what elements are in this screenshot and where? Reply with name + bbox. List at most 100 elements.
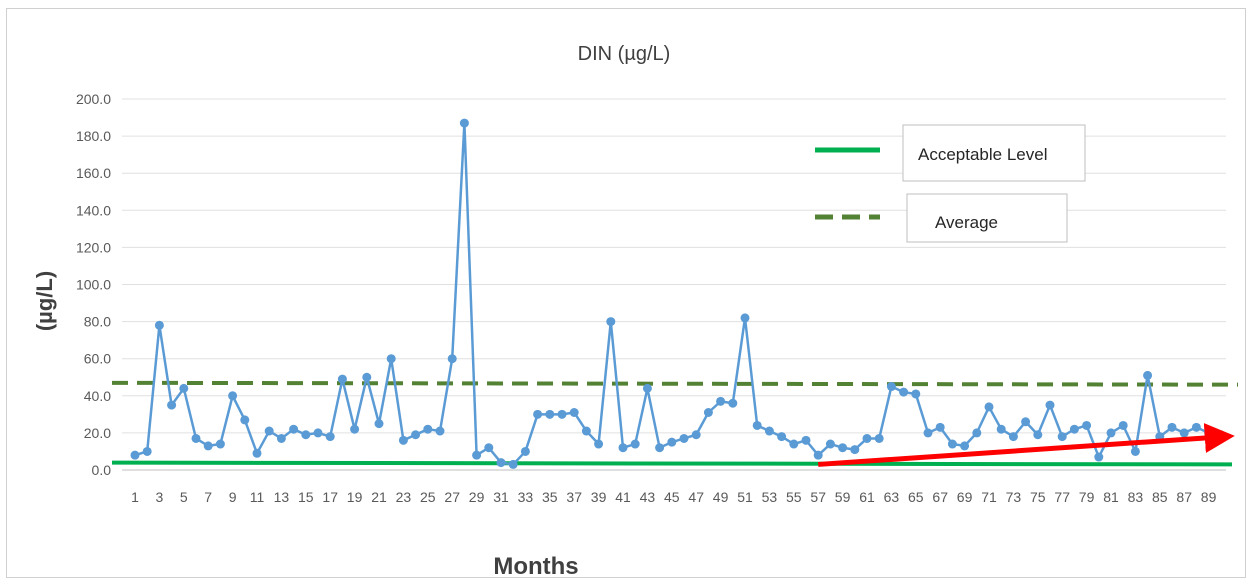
data-point <box>679 433 689 443</box>
x-tick-label: 67 <box>932 489 948 505</box>
x-tick-label: 11 <box>250 489 265 505</box>
data-point <box>886 382 896 392</box>
y-tick-label: 200.0 <box>76 91 111 107</box>
y-tick-label: 100.0 <box>76 277 111 293</box>
y-tick-label: 20.0 <box>84 425 111 441</box>
data-point <box>838 443 848 453</box>
data-point <box>1179 428 1189 438</box>
x-tick-label: 61 <box>859 489 875 505</box>
y-tick-label: 0.0 <box>92 462 112 478</box>
data-point <box>1191 422 1201 432</box>
data-point <box>996 424 1006 434</box>
data-point <box>874 433 884 443</box>
data-point <box>1118 420 1128 430</box>
legend-box-acceptable-level <box>902 124 1086 182</box>
x-tick-label: 85 <box>1152 489 1168 505</box>
x-tick-label: 65 <box>908 489 924 505</box>
data-point <box>569 407 579 417</box>
data-point <box>435 426 445 436</box>
data-point <box>337 374 347 384</box>
data-point <box>1167 422 1177 432</box>
data-point <box>1057 432 1067 442</box>
x-tick-label: 37 <box>566 489 582 505</box>
x-tick-label: 29 <box>469 489 485 505</box>
x-tick-label: 1 <box>131 489 139 505</box>
data-point <box>960 441 970 451</box>
data-point <box>777 432 787 442</box>
data-point <box>1106 428 1116 438</box>
data-point <box>655 443 665 453</box>
x-tick-label: 43 <box>640 489 656 505</box>
reference-lines <box>111 380 1239 467</box>
x-tick-label: 87 <box>1176 489 1192 505</box>
data-point <box>423 424 433 434</box>
x-tick-label: 41 <box>615 489 631 505</box>
data-point <box>642 383 652 393</box>
data-point <box>264 426 274 436</box>
data-point <box>825 439 835 449</box>
data-point <box>801 435 811 445</box>
data-point <box>533 409 543 419</box>
data-point <box>667 437 677 447</box>
data-point <box>240 415 250 425</box>
average-line <box>111 380 1239 387</box>
x-axis-ticks: 1 3 5 7 9 11 13 15 17 19 21 23 25 27 29 31 33 35 37 39 41 43 4… <box>131 489 1216 505</box>
data-point <box>472 450 482 460</box>
data-point <box>594 439 604 449</box>
data-point <box>813 450 823 460</box>
data-point <box>862 433 872 443</box>
acceptable-level-line <box>111 460 1233 467</box>
data-point <box>459 118 469 128</box>
data-point <box>1094 452 1104 462</box>
data-series <box>130 118 1226 469</box>
data-point <box>618 443 628 453</box>
x-tick-label: 35 <box>542 489 558 505</box>
data-point <box>167 400 177 410</box>
y-tick-label: 140.0 <box>76 202 111 218</box>
x-tick-label: 59 <box>835 489 851 505</box>
data-point <box>289 424 299 434</box>
data-point <box>789 439 799 449</box>
data-point <box>276 433 286 443</box>
x-tick-label: 83 <box>1128 489 1144 505</box>
data-point <box>606 317 616 327</box>
data-point <box>1130 446 1140 456</box>
data-point <box>947 439 957 449</box>
x-tick-label: 9 <box>229 489 237 505</box>
x-tick-label: 25 <box>420 489 436 505</box>
x-tick-label: 73 <box>1006 489 1022 505</box>
x-tick-label: 15 <box>298 489 314 505</box>
x-tick-label: 5 <box>180 489 188 505</box>
data-point <box>764 426 774 436</box>
data-point <box>1143 370 1153 380</box>
data-point <box>362 372 372 382</box>
x-tick-label: 13 <box>274 489 290 505</box>
data-point <box>1082 420 1092 430</box>
data-point <box>447 354 457 364</box>
x-tick-label: 27 <box>444 489 460 505</box>
data-point <box>386 354 396 364</box>
y-axis-ticks: 0.0 20.0 40.0 60.0 80.0 100.0 120.0 140.0 160.0 1… <box>76 91 111 478</box>
legend: Acceptable Level Average <box>815 124 1086 243</box>
y-axis-label: (µg/L) <box>32 271 57 331</box>
data-point <box>911 389 921 399</box>
data-point <box>411 430 421 440</box>
data-point <box>215 439 225 449</box>
data-point <box>703 407 713 417</box>
data-point <box>1069 424 1079 434</box>
data-point <box>691 430 701 440</box>
x-tick-label: 81 <box>1103 489 1119 505</box>
data-point <box>228 391 238 401</box>
trend-arrow <box>818 423 1235 467</box>
data-point <box>484 443 494 453</box>
data-point <box>154 320 164 330</box>
x-tick-label: 71 <box>981 489 997 505</box>
x-tick-label: 39 <box>591 489 607 505</box>
data-point <box>301 430 311 440</box>
data-point <box>630 439 640 449</box>
legend-box-average <box>906 193 1068 243</box>
y-tick-label: 40.0 <box>84 388 111 404</box>
data-point <box>1008 432 1018 442</box>
data-point <box>1033 430 1043 440</box>
